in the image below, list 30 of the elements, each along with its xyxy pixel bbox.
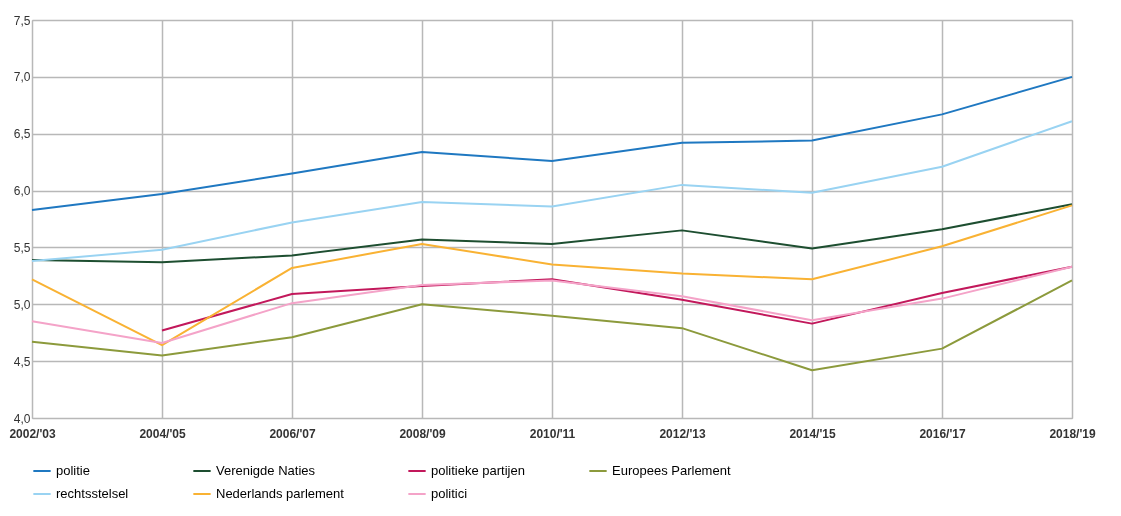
legend-label: rechtsstelsel [56,486,129,501]
y-tick-label: 7,0 [13,70,31,85]
y-tick-label: 7,5 [13,13,31,28]
y-tick-label: 6,5 [13,127,31,142]
x-tick-label: 2008/'09 [399,426,446,441]
line-series [31,279,1073,372]
y-tick-label: 6,0 [13,184,31,199]
y-tick-label: 5,0 [13,297,31,312]
line-series [31,203,1073,264]
legend-label: Verenigde Naties [216,463,316,478]
x-tick-label: 2002/'03 [9,426,56,441]
y-tick-label: 4,5 [13,354,31,369]
x-tick-label: 2010/'11 [529,426,576,441]
legend-label: Europees Parlement [612,463,731,478]
line-series [31,75,1073,211]
x-tick-label: 2018/'19 [1049,426,1096,441]
x-tick-label: 2016/'17 [919,426,966,441]
x-tick-label: 2004/'05 [139,426,186,441]
y-tick-label: 4,0 [13,411,31,426]
legend-label: Nederlands parlement [216,486,345,501]
legend-label: politie [56,463,90,478]
x-tick-label: 2014/'15 [789,426,836,441]
legend-label: politici [431,486,468,501]
x-tick-label: 2012/'13 [659,426,706,441]
line-series [31,204,1073,347]
x-tick-label: 2006/'07 [269,426,316,441]
y-tick-label: 5,5 [13,240,31,255]
line-series [31,265,1073,344]
line-series [31,120,1073,263]
legend-label: politieke partijen [431,463,525,478]
